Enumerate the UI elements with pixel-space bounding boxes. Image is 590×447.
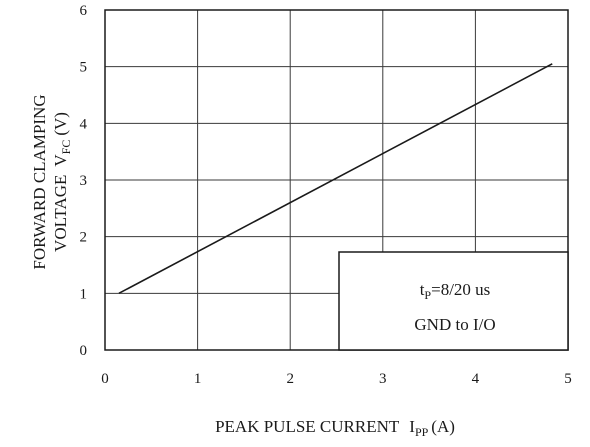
y-tick-label: 4 — [80, 116, 88, 132]
annotation-t-subscript: P — [424, 288, 431, 302]
y-tick-labels: 0 1 2 3 4 5 6 — [80, 3, 88, 359]
plot-frame — [104, 9, 569, 351]
annotation-box-frame — [338, 251, 569, 351]
y-axis-title-unit: (V) — [51, 112, 70, 136]
series-line — [118, 63, 553, 295]
y-axis-title-subscript: FC — [59, 140, 73, 155]
y-tick-label: 3 — [80, 173, 88, 189]
y-tick-label: 5 — [80, 60, 88, 76]
annotation-t: t — [420, 280, 425, 299]
annotation-t-value: =8/20 us — [431, 280, 490, 299]
x-tick-label: 5 — [564, 371, 572, 387]
x-axis-title-symbol: I — [409, 417, 415, 436]
y-axis-title-line-2: VOLTAGE VFC (V) — [51, 112, 73, 252]
y-tick-label: 1 — [80, 286, 88, 302]
x-axis-title: PEAK PULSE CURRENT IPP (A) — [215, 417, 455, 439]
x-tick-label: 0 — [101, 371, 109, 387]
series-layer — [118, 63, 553, 295]
annotation-line-2: GND to I/O — [414, 315, 495, 334]
x-axis-title-subscript: PP — [415, 425, 429, 439]
y-axis-title-line-1: FORWARD CLAMPING — [30, 94, 49, 269]
annotation-line-1: tP=8/20 us — [420, 280, 491, 302]
annotation-box: tP=8/20 us GND to I/O — [338, 251, 569, 351]
y-tick-label: 2 — [80, 230, 88, 246]
x-tick-label: 2 — [286, 371, 294, 387]
grid-layer — [105, 10, 568, 350]
x-tick-label: 3 — [379, 371, 387, 387]
x-axis-title-text: PEAK PULSE CURRENT — [215, 417, 400, 436]
y-axis-title-text: VOLTAGE — [51, 175, 70, 252]
x-tick-labels: 0 1 2 3 4 5 — [101, 371, 572, 387]
y-axis-title-symbol: V — [51, 154, 70, 167]
y-tick-label: 0 — [80, 343, 88, 359]
x-tick-label: 1 — [194, 371, 202, 387]
y-tick-label: 6 — [80, 3, 88, 19]
x-tick-label: 4 — [472, 371, 480, 387]
x-axis-title-unit: (A) — [431, 417, 455, 436]
